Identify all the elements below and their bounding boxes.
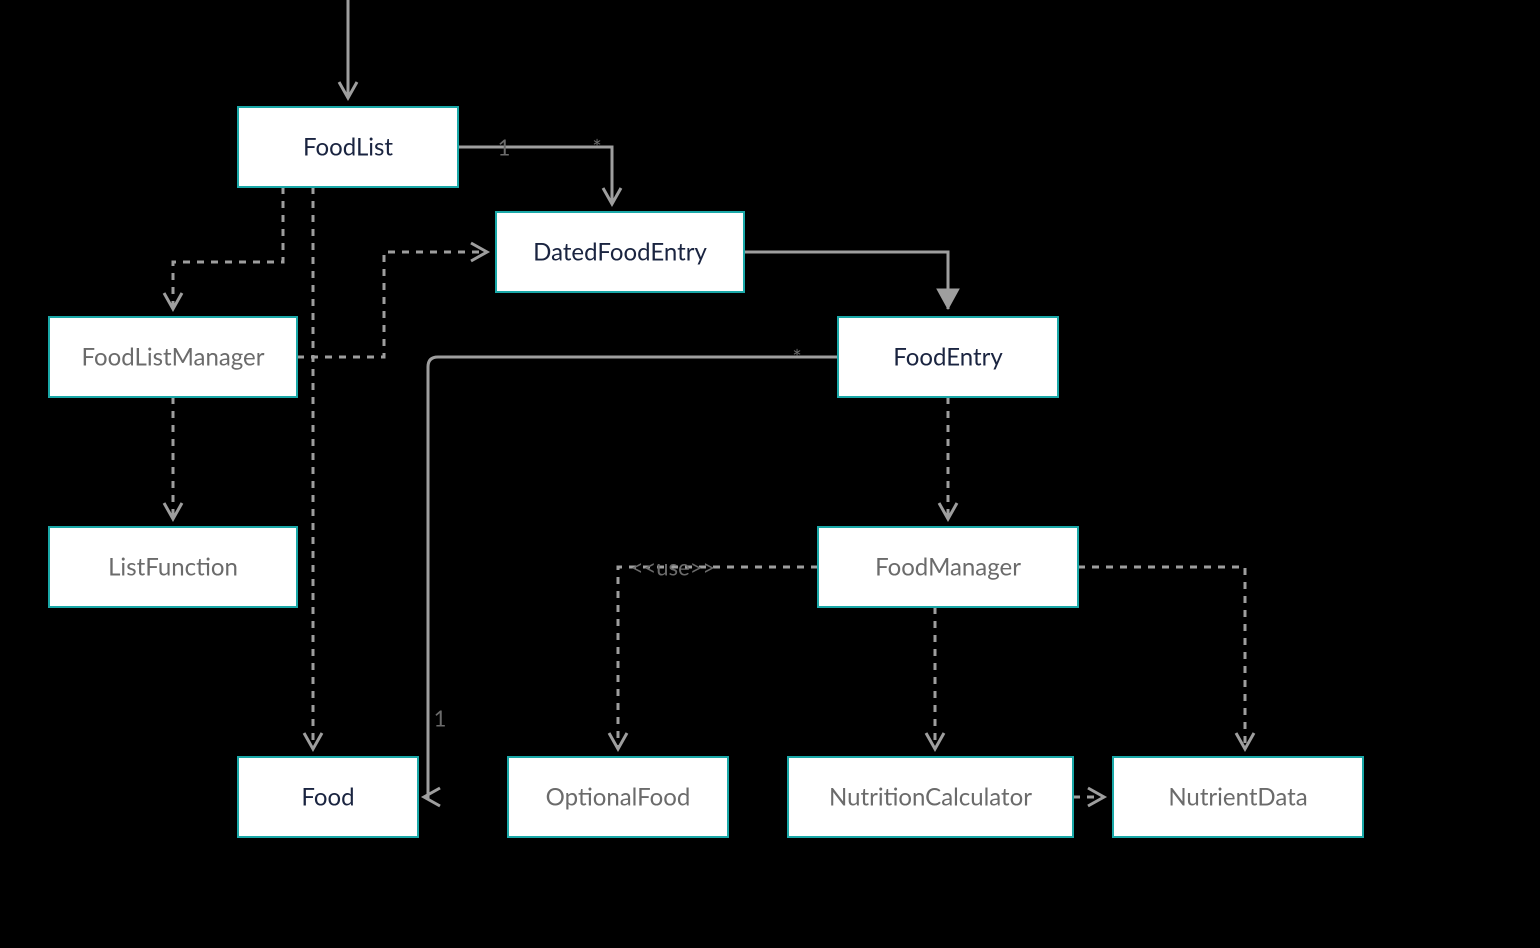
edge-line (297, 252, 487, 357)
edge-line (173, 187, 283, 309)
edge-e0 (339, 0, 357, 98)
node-label: DatedFoodEntry (533, 238, 707, 267)
node-label: FoodList (303, 133, 393, 162)
nodes-layer: FoodList DatedFoodEntry FoodListManager Foo… (49, 107, 1363, 837)
node-label: FoodEntry (893, 343, 1003, 372)
node-foodlist: FoodList (238, 107, 458, 187)
node-food: Food (238, 757, 418, 837)
node-label: OptionalFood (546, 783, 691, 812)
node-foodentry: FoodEntry (838, 317, 1058, 397)
node-label: ListFunction (108, 553, 238, 582)
edge-e3 (297, 243, 487, 357)
arrow-head-closed (937, 289, 959, 309)
node-nutritioncalculator: NutritionCalculator (788, 757, 1073, 837)
node-label: NutritionCalculator (829, 783, 1032, 812)
edge-line (458, 147, 612, 204)
edge-e6 (164, 397, 182, 519)
edge-e4 (744, 252, 959, 309)
uml-diagram: 1**1<<use>> FoodListDatedFoodEntryFoodLi… (0, 0, 1540, 948)
node-label: FoodManager (875, 553, 1021, 582)
node-label: NutrientData (1168, 783, 1307, 812)
node-optionalfood: OptionalFood (508, 757, 728, 837)
edge-e9: <<use>> (609, 554, 818, 750)
node-foodmanager: FoodManager (818, 527, 1078, 607)
edge-label-from: 1 (498, 134, 511, 161)
edge-line (744, 252, 948, 309)
edge-e1: 1* (458, 134, 621, 205)
node-label: Food (301, 783, 354, 812)
edge-line (618, 567, 818, 749)
edge-label-from: * (792, 344, 801, 371)
node-listfunction: ListFunction (49, 527, 297, 607)
edge-label-to: * (592, 134, 601, 161)
edge-e12 (1073, 788, 1104, 806)
arrow-head-open (424, 788, 440, 806)
node-datedfoodentry: DatedFoodEntry (496, 212, 744, 292)
edge-line (1078, 567, 1245, 749)
node-label: FoodListManager (82, 343, 265, 372)
edge-label-to: 1 (434, 705, 447, 732)
node-foodlistmanager: FoodListManager (49, 317, 297, 397)
edge-e10 (926, 607, 944, 749)
edge-e2 (164, 187, 283, 309)
edge-e7 (304, 187, 322, 749)
edge-e8 (939, 397, 957, 519)
edge-e11 (1078, 567, 1254, 749)
node-nutrientdata: NutrientData (1113, 757, 1363, 837)
edge-label-mid: <<use>> (631, 554, 715, 581)
